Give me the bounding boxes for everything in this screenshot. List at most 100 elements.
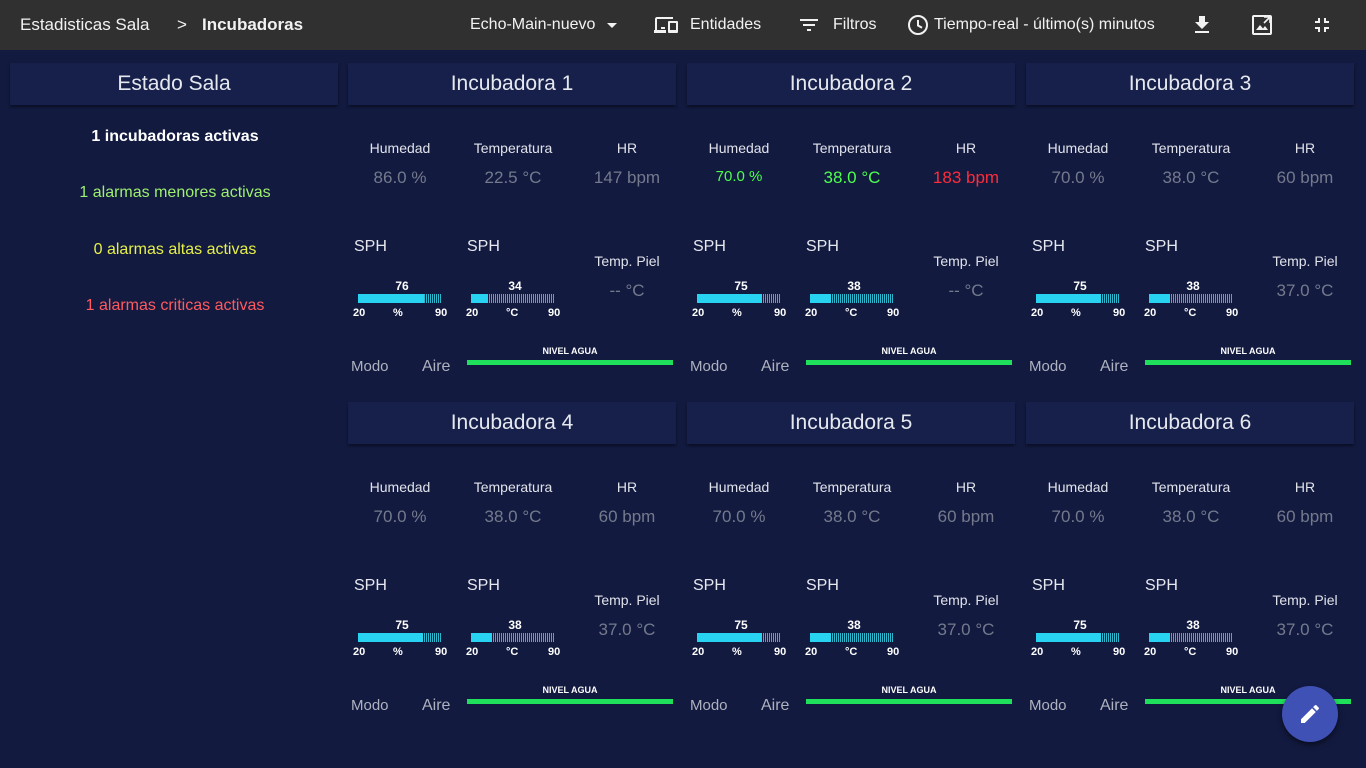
- gauge-track: [1149, 633, 1232, 642]
- sph-gauge-humidity: 75 20 % 90: [352, 618, 452, 658]
- gauge-fill: [697, 294, 763, 303]
- sph-temperature-title: SPH: [467, 238, 500, 255]
- gauge-fill: [358, 633, 424, 642]
- gauge-unit: %: [732, 646, 742, 658]
- edit-dashboard-button[interactable]: [1282, 686, 1338, 742]
- humidity-label: Humedad: [708, 479, 770, 495]
- breadcrumb-separator: >: [177, 15, 187, 34]
- gauge-min: 20: [805, 307, 818, 319]
- water-level-label: NIVEL AGUA: [881, 346, 937, 356]
- mode-value: Aire: [422, 697, 451, 714]
- water-level-label: NIVEL AGUA: [881, 685, 937, 695]
- gauge-fill: [1036, 294, 1102, 303]
- gauge-fill: [697, 633, 763, 642]
- humidity-label: Humedad: [708, 140, 770, 156]
- gauge-track: [697, 633, 780, 642]
- gauge-value: 75: [734, 618, 748, 632]
- gauge-unit: %: [1071, 307, 1081, 319]
- image-export-icon[interactable]: [1250, 13, 1274, 37]
- gauge-value: 75: [734, 279, 748, 293]
- sph-temperature-title: SPH: [467, 577, 500, 594]
- sph-temperature-title: SPH: [1145, 238, 1178, 255]
- incubator-title: Incubadora 4: [450, 411, 574, 434]
- humidity-value: 70.0 %: [373, 507, 427, 526]
- skin-temp-value: 37.0 °C: [1276, 281, 1334, 300]
- breadcrumb-root[interactable]: Estadisticas Sala: [20, 15, 150, 34]
- hr-label: HR: [955, 140, 977, 156]
- sph-gauge-humidity: 75 20 % 90: [691, 279, 791, 319]
- gauge-fill: [810, 633, 832, 642]
- skin-temp-value: 37.0 °C: [598, 620, 656, 639]
- sph-gauge-temperature: 34 20 °C 90: [465, 279, 565, 319]
- skin-temp-label: Temp. Piel: [933, 592, 999, 608]
- skin-temp-label: Temp. Piel: [933, 253, 999, 269]
- temperature-value: 22.5 °C: [484, 168, 542, 187]
- gauge-track: [358, 633, 441, 642]
- gauge-max: 90: [774, 646, 787, 658]
- hr-label: HR: [616, 479, 638, 495]
- water-level-bar: [467, 360, 673, 365]
- hr-value: 147 bpm: [593, 168, 661, 187]
- water-level-bar: [1145, 360, 1351, 365]
- gauge-track: [697, 294, 780, 303]
- humidity-label: Humedad: [369, 140, 431, 156]
- humidity-label: Humedad: [369, 479, 431, 495]
- gauge-fill: [1149, 633, 1171, 642]
- gauge-value: 75: [1073, 279, 1087, 293]
- gauge-max: 90: [887, 307, 900, 319]
- humidity-label: Humedad: [1047, 140, 1109, 156]
- gauge-value: 76: [395, 279, 409, 293]
- temperature-label: Temperatura: [1151, 140, 1231, 156]
- gauge-max: 90: [1226, 646, 1239, 658]
- incubator-card: Incubadora 4 Humedad Temperatura HR 70.0…: [348, 402, 678, 722]
- water-level-label: NIVEL AGUA: [542, 685, 598, 695]
- gauge-unit: °C: [1184, 307, 1197, 319]
- gauge-track: [1036, 633, 1119, 642]
- status-critical-alarms: 1 alarmas criticas activas: [85, 297, 265, 314]
- skin-temp-label: Temp. Piel: [594, 592, 660, 608]
- water-level-bar: [467, 699, 673, 704]
- mode-value: Aire: [422, 358, 451, 375]
- status-active-incubators: 1 incubadoras activas: [91, 128, 259, 145]
- fullscreen-exit-icon[interactable]: [1310, 13, 1334, 37]
- skin-temp-value: -- °C: [948, 281, 984, 300]
- temperature-label: Temperatura: [812, 479, 892, 495]
- skin-temp-value: -- °C: [609, 281, 645, 300]
- sph-gauge-humidity: 75 20 % 90: [1030, 618, 1130, 658]
- pencil-icon: [1301, 704, 1320, 723]
- incubator-card: Incubadora 1 Humedad Temperatura HR 86.0…: [348, 63, 678, 383]
- sph-humidity-title: SPH: [1032, 577, 1065, 594]
- hr-value: 60 bpm: [598, 507, 656, 526]
- humidity-value: 86.0 %: [373, 168, 427, 187]
- mode-value: Aire: [761, 358, 790, 375]
- temperature-value: 38.0 °C: [484, 507, 542, 526]
- gauge-min: 20: [692, 646, 705, 658]
- skin-temp-label: Temp. Piel: [1272, 592, 1338, 608]
- incubator-header: Incubadora 4: [348, 402, 676, 444]
- gauge-min: 20: [353, 646, 366, 658]
- mode-label: Modo: [1029, 358, 1067, 375]
- hr-label: HR: [616, 140, 638, 156]
- hr-label: HR: [1294, 479, 1316, 495]
- sph-temperature-title: SPH: [806, 238, 839, 255]
- gauge-unit: °C: [845, 307, 858, 319]
- breadcrumb-current: Incubadoras: [202, 15, 304, 34]
- water-level-bar: [1145, 699, 1351, 704]
- gauge-unit: °C: [506, 307, 519, 319]
- incubator-header: Incubadora 6: [1026, 402, 1354, 444]
- gauge-unit: %: [1071, 646, 1081, 658]
- download-icon[interactable]: [1190, 13, 1214, 37]
- gauge-min: 20: [1031, 307, 1044, 319]
- timewindow-label: Tiempo-real - último(s) minutos: [934, 16, 1155, 33]
- gauge-unit: %: [393, 307, 403, 319]
- gauge-track: [1036, 294, 1119, 303]
- sph-temperature-title: SPH: [1145, 577, 1178, 594]
- gauge-unit: °C: [1184, 646, 1197, 658]
- gauge-value: 34: [508, 279, 522, 293]
- gauge-track: [358, 294, 441, 303]
- gauge-track: [471, 294, 554, 303]
- water-level-label: NIVEL AGUA: [542, 346, 598, 356]
- sph-humidity-title: SPH: [1032, 238, 1065, 255]
- water-level-bar: [806, 360, 1012, 365]
- gauge-value: 38: [1186, 279, 1200, 293]
